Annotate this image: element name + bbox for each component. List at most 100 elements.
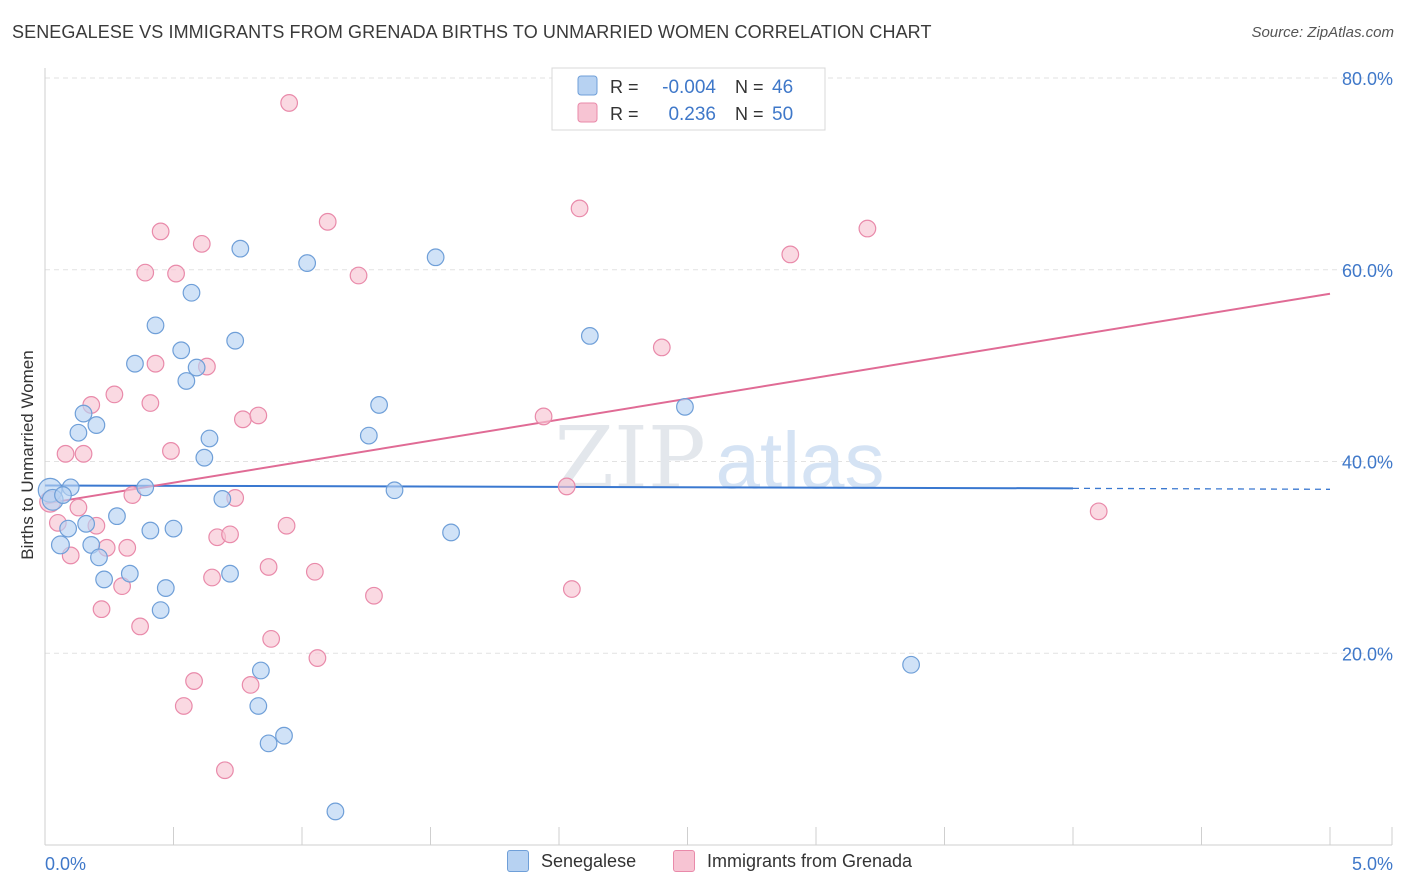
chart-title: SENEGALESE VS IMMIGRANTS FROM GRENADA BI… — [12, 22, 932, 42]
point-grenada — [308, 649, 327, 667]
legend-top-swatch-grenada — [577, 102, 598, 123]
point-senegalese — [177, 372, 196, 390]
point-senegalese — [251, 661, 270, 680]
point-grenada — [203, 568, 221, 587]
y-tick-label: 60.0% — [1342, 261, 1393, 281]
point-grenada — [1089, 502, 1108, 521]
point-senegalese — [182, 283, 201, 302]
point-grenada — [215, 761, 234, 780]
point-grenada — [174, 697, 193, 715]
point-grenada — [241, 675, 260, 694]
point-senegalese — [298, 254, 317, 272]
x-tick-label-max: 5.0% — [1352, 854, 1393, 874]
point-senegalese — [226, 331, 245, 350]
legend-n-value-1: 50 — [772, 104, 793, 125]
gridlines — [45, 77, 1392, 654]
y-tick-label: 40.0% — [1342, 453, 1393, 473]
point-grenada — [570, 199, 589, 218]
legend-swatch-senegalese — [507, 850, 529, 872]
point-senegalese — [231, 239, 250, 258]
tick-labels: 20.0% 40.0% 60.0% 80.0% 0.0% 5.0% — [45, 69, 1393, 874]
legend-r-label-0: R = — [610, 77, 639, 97]
y-tick-label: 80.0% — [1342, 69, 1393, 89]
point-senegalese — [676, 397, 694, 416]
legend-r-label-1: R = — [610, 104, 639, 124]
point-grenada — [105, 385, 124, 404]
point-senegalese — [326, 802, 345, 821]
point-grenada — [221, 525, 239, 544]
y-axis-label: Births to Unmarried Women — [18, 350, 37, 560]
point-senegalese — [54, 486, 72, 504]
point-senegalese — [426, 248, 445, 267]
point-grenada — [557, 477, 576, 496]
point-grenada — [192, 234, 211, 253]
point-grenada — [305, 562, 324, 581]
point-senegalese — [213, 489, 232, 508]
point-senegalese — [902, 655, 920, 674]
point-senegalese — [141, 521, 160, 540]
point-senegalese — [74, 404, 93, 423]
point-grenada — [162, 442, 180, 460]
point-grenada — [280, 94, 299, 112]
source-credit: Source: ZipAtlas.com — [1251, 24, 1394, 41]
point-senegalese — [249, 697, 268, 715]
point-senegalese — [126, 354, 144, 373]
watermark-zip: ZIP — [554, 409, 706, 509]
point-senegalese — [172, 341, 191, 360]
point-senegalese — [187, 358, 206, 377]
point-grenada — [118, 538, 137, 557]
point-grenada — [781, 245, 800, 264]
point-grenada — [69, 498, 88, 517]
point-grenada — [56, 444, 75, 463]
legend-item-grenada[interactable]: Immigrants from Grenada — [673, 850, 912, 872]
point-senegalese — [146, 316, 165, 335]
point-grenada — [262, 629, 281, 648]
legend-r-value-1: 0.236 — [668, 104, 716, 125]
point-senegalese — [275, 726, 293, 745]
point-senegalese — [120, 564, 139, 583]
x-tick-label-min: 0.0% — [45, 854, 86, 874]
point-grenada — [233, 410, 252, 429]
point-grenada — [365, 586, 383, 605]
point-senegalese — [90, 548, 108, 567]
point-senegalese — [442, 523, 460, 542]
legend-n-label-1: N = — [735, 104, 764, 124]
point-grenada — [146, 354, 165, 373]
point-senegalese — [69, 423, 88, 442]
point-senegalese — [580, 327, 599, 345]
point-grenada — [92, 600, 111, 619]
point-grenada — [349, 266, 368, 285]
point-grenada — [277, 516, 296, 535]
point-senegalese — [359, 426, 378, 445]
point-senegalese — [385, 481, 404, 500]
point-senegalese — [87, 416, 106, 434]
legend-label-senegalese: Senegalese — [541, 850, 637, 871]
legend-item-senegalese[interactable]: Senegalese — [507, 850, 636, 872]
point-senegalese — [370, 396, 389, 414]
point-senegalese — [200, 429, 219, 448]
legend-bottom: Senegalese Immigrants from Grenada — [0, 850, 1406, 880]
legend-top: R = -0.004 N = 46 R = 0.236 N = 50 — [551, 67, 826, 131]
point-senegalese — [95, 570, 114, 589]
point-grenada — [151, 222, 170, 241]
point-senegalese — [108, 507, 126, 526]
point-grenada — [318, 212, 337, 231]
point-grenada — [136, 263, 155, 282]
trend-line-senegalese-extension — [1072, 487, 1331, 490]
legend-n-label-0: N = — [735, 77, 764, 97]
point-grenada — [652, 338, 671, 357]
legend-n-value-0: 46 — [772, 77, 793, 98]
point-senegalese — [59, 519, 78, 538]
legend-r-value-0: -0.004 — [662, 77, 716, 98]
y-tick-label: 20.0% — [1342, 644, 1393, 664]
point-grenada — [74, 444, 93, 463]
point-grenada — [259, 558, 278, 576]
legend-swatch-grenada — [673, 850, 695, 872]
point-senegalese — [195, 448, 214, 467]
axes — [44, 68, 1393, 846]
point-senegalese — [164, 519, 183, 538]
legend-top-swatch-senegalese — [577, 75, 598, 96]
legend-label-grenada: Immigrants from Grenada — [707, 850, 913, 871]
point-grenada — [534, 407, 553, 426]
